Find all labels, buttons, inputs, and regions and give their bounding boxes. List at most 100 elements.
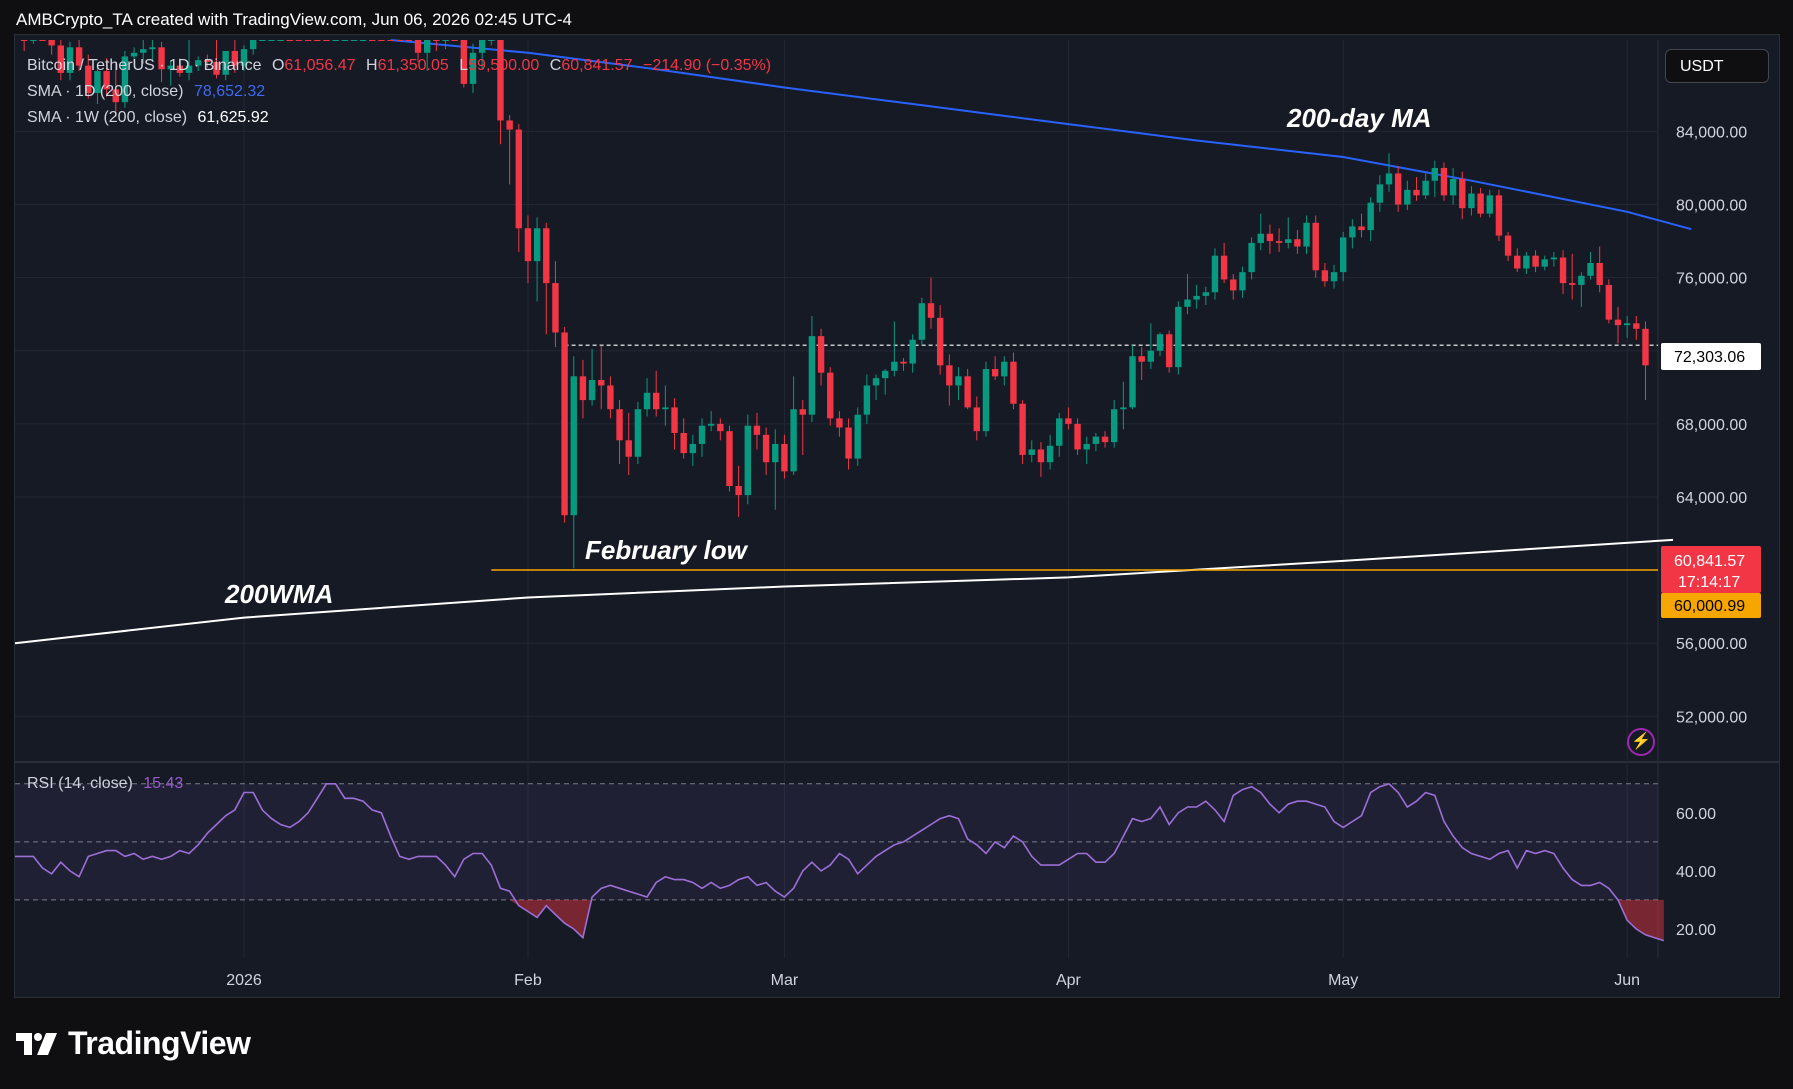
candle-body (799, 409, 806, 415)
candle-body (1459, 178, 1466, 209)
candle-body (946, 365, 953, 386)
candle-body (909, 339, 916, 364)
candle-body (1248, 242, 1255, 273)
candle-body (460, 40, 468, 84)
price-tick-label: 52,000.00 (1676, 709, 1747, 726)
symbol-label[interactable]: Bitcoin / TetherUS · 1D · Binance (27, 57, 262, 74)
currency-button[interactable]: USDT (1665, 49, 1769, 83)
candle-body (1486, 195, 1493, 214)
candle-body (762, 434, 770, 463)
candle-body (424, 40, 431, 53)
candle-body (204, 60, 211, 62)
open-value: 61,056.47 (284, 57, 356, 74)
candle-body (1376, 184, 1384, 203)
candle-body (20, 40, 28, 41)
candle-body (249, 40, 257, 50)
sma-1d-value: 78,652.32 (193, 83, 266, 100)
candle-body (827, 372, 834, 419)
candle-body (1578, 275, 1585, 285)
candle-body (39, 40, 46, 41)
candle-body (1532, 255, 1539, 267)
candle-body (1385, 173, 1393, 185)
price-tags: 72,303.06 60,841.57 17:14:17 60,000.99 (1661, 343, 1761, 618)
candle-body (616, 409, 623, 441)
sma-1w-value: 61,625.92 (197, 109, 269, 126)
candle-body (1257, 233, 1264, 243)
support-price-tag-text: 60,000.99 (1674, 598, 1745, 615)
candle-body (66, 47, 74, 73)
ohlc-row: Bitcoin / TetherUS · 1D · Binance O61,05… (27, 53, 771, 79)
candle-body (1239, 272, 1246, 291)
candle-body (1614, 319, 1622, 326)
candle-body (772, 443, 779, 463)
price-tick-label: 76,000.00 (1676, 271, 1747, 288)
candle-body (304, 40, 312, 41)
candle-body (817, 336, 825, 373)
candle-body (1230, 279, 1237, 291)
candle-body (936, 317, 944, 366)
candle-body (1587, 262, 1594, 276)
sma-1d-line (390, 39, 1692, 231)
candle-body (433, 40, 440, 41)
rsi-line (15, 782, 1665, 942)
candle-body (1340, 237, 1347, 273)
candle-body (1468, 193, 1475, 209)
countdown-tag-text: 17:14:17 (1678, 574, 1740, 591)
candle-body (497, 40, 504, 121)
candle-body (1541, 259, 1548, 267)
candle-body (1504, 235, 1512, 256)
sma-1w-row[interactable]: SMA · 1W (200, close) 61,625.92 (27, 105, 771, 131)
candle-body (643, 392, 651, 410)
candle-body (845, 427, 852, 459)
candle-body (579, 376, 587, 401)
sma-1w-line (14, 538, 1674, 645)
rsi-oversold-fill (1618, 899, 1664, 941)
lightning-icon[interactable]: ⚡ (1627, 728, 1655, 756)
candle-body (323, 40, 330, 41)
candle-body (1349, 226, 1356, 238)
candle-body (1001, 361, 1008, 377)
time-tick-label: Jun (1614, 972, 1640, 989)
candle-body (286, 40, 293, 41)
candle-body (1623, 323, 1631, 326)
candle-body (671, 407, 678, 433)
last-price-tag (1661, 546, 1761, 593)
rsi-tick-label: 60.00 (1676, 806, 1716, 823)
candle-body (140, 49, 147, 53)
indicator-lines (14, 39, 1692, 645)
candle-body (1074, 423, 1081, 450)
price-tick-label: 68,000.00 (1676, 417, 1747, 434)
candle-body (982, 369, 990, 432)
candle-body (753, 425, 761, 435)
price-tick-label: 56,000.00 (1676, 636, 1747, 653)
candle-body (1019, 403, 1026, 455)
sma-1d-row[interactable]: SMA · 1D (200, close) 78,652.32 (27, 79, 771, 105)
candle-body (30, 40, 37, 41)
level-price-tag (1661, 343, 1761, 370)
candle-body (524, 228, 532, 262)
tradingview-logo[interactable]: TradingView (16, 1025, 251, 1062)
candle-body (707, 423, 715, 426)
high-label: H (366, 57, 378, 74)
sma-1d-label: SMA · 1D (200, close) (27, 83, 184, 100)
candle-body (396, 40, 403, 41)
candle-body (1202, 292, 1209, 296)
candle-body (1065, 418, 1072, 424)
candle-body (1046, 445, 1054, 463)
candle-body (1642, 328, 1649, 366)
chart-frame[interactable] (14, 34, 1780, 998)
open-label: O (271, 57, 285, 74)
candle-body (121, 56, 129, 103)
candle-body (332, 40, 339, 41)
candle-body (552, 283, 559, 333)
candle-body (295, 40, 303, 41)
candle-body (85, 65, 92, 94)
candle-body (1303, 222, 1310, 247)
candle-body (149, 47, 156, 50)
rsi-legend[interactable]: RSI (14, close) 15.43 (27, 775, 183, 793)
feb-low-annotation: February low (585, 535, 749, 565)
candle-body (378, 40, 385, 41)
candle-body (488, 40, 495, 41)
candle-body (1633, 323, 1640, 329)
